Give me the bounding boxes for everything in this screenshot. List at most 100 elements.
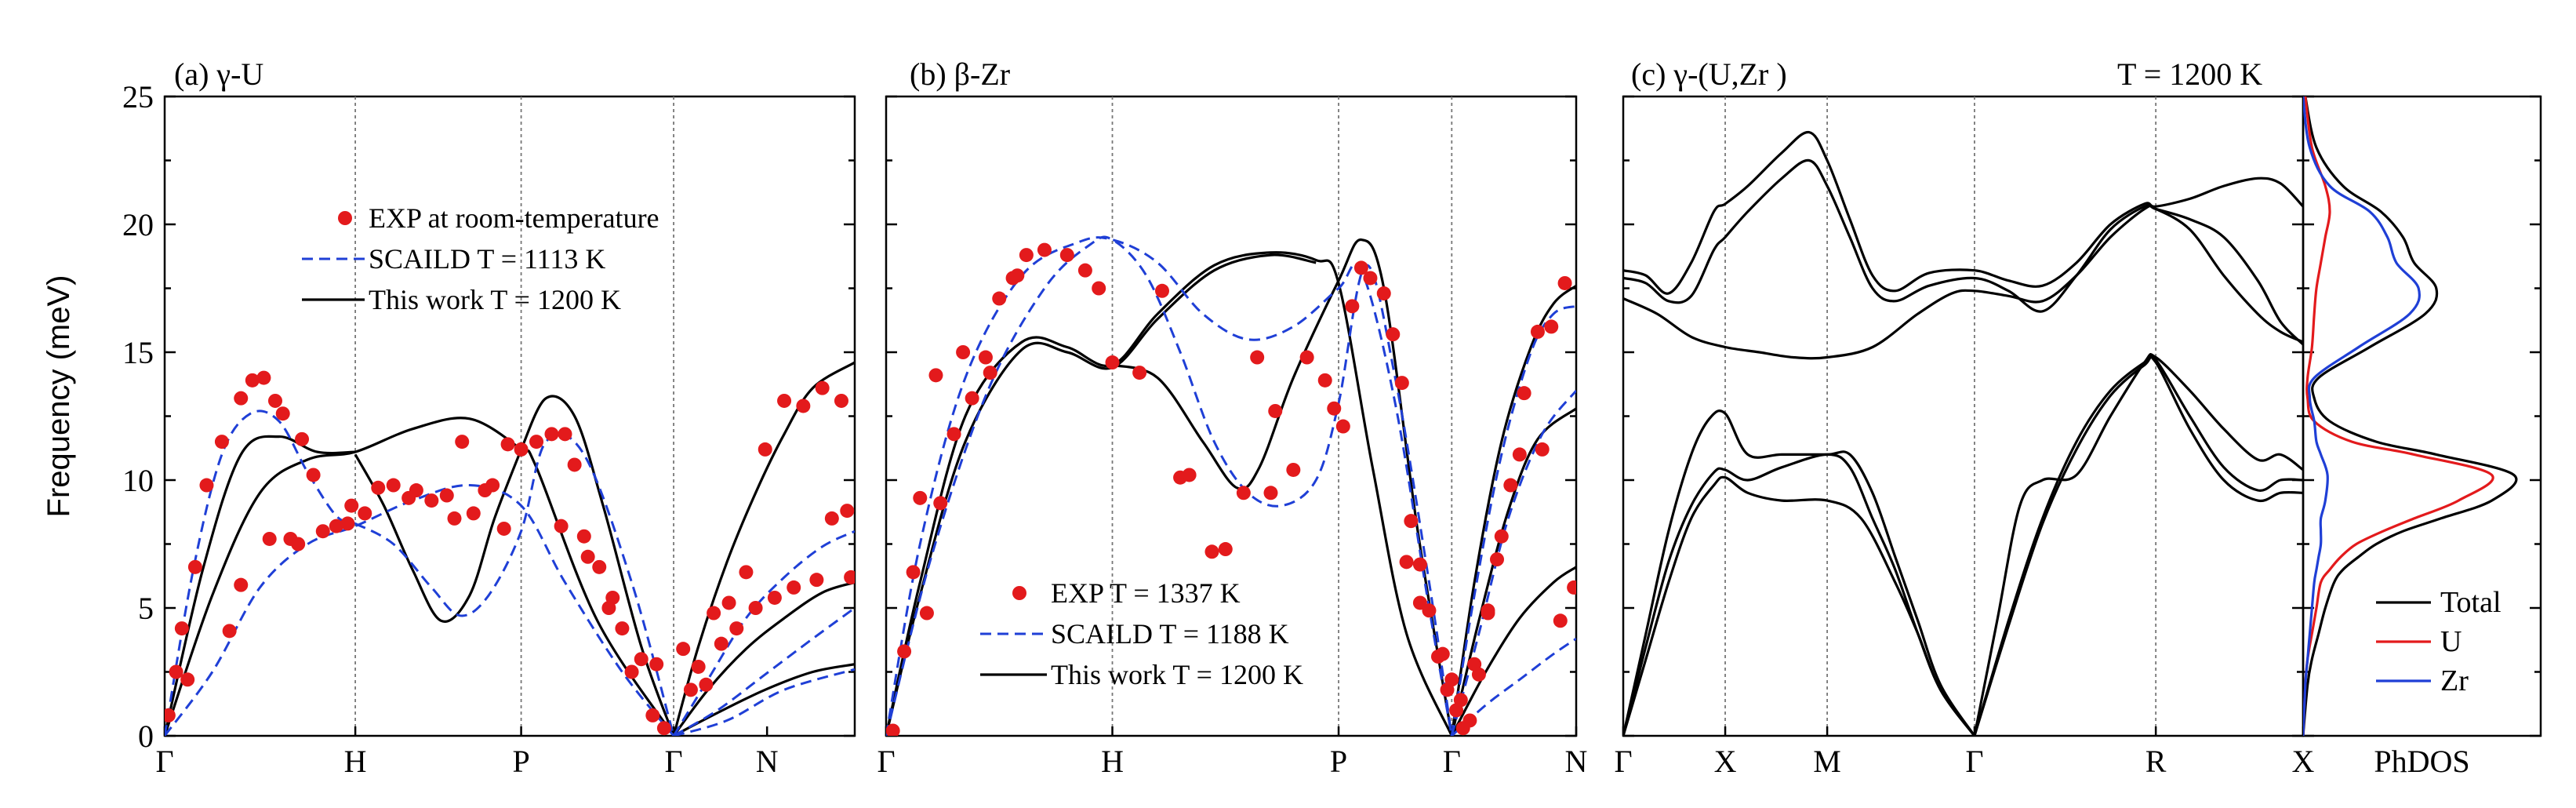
exp-point-b bbox=[1299, 350, 1314, 365]
series-group-b bbox=[886, 235, 1576, 736]
exp-point-a bbox=[576, 529, 591, 544]
exp-point-a bbox=[275, 406, 290, 421]
exp-point-b bbox=[1462, 713, 1477, 728]
exp-point-b bbox=[1353, 260, 1368, 275]
exp-point-a bbox=[729, 621, 744, 636]
exp-point-a bbox=[815, 380, 830, 395]
exp-point-a bbox=[767, 590, 782, 605]
x-tick-label-b: P bbox=[1330, 744, 1347, 779]
exp-point-b bbox=[1105, 355, 1120, 370]
exp-point-b bbox=[1386, 327, 1401, 342]
exp-point-b bbox=[965, 391, 979, 406]
exp-point-b bbox=[1218, 542, 1233, 557]
dos-line-zr bbox=[2303, 96, 2421, 736]
exp-point-b bbox=[1394, 376, 1409, 391]
exp-point-a bbox=[256, 370, 271, 385]
exp-point-a bbox=[439, 488, 454, 503]
exp-point-a bbox=[478, 483, 492, 498]
exp-point-a bbox=[514, 442, 529, 457]
scaild-line-a-8 bbox=[165, 483, 675, 736]
y-tick-label: 15 bbox=[122, 335, 154, 370]
exp-point-b bbox=[1268, 403, 1283, 418]
exp-point-a bbox=[748, 601, 763, 615]
exp-point-a bbox=[544, 427, 559, 442]
exp-point-a bbox=[649, 657, 664, 672]
x-tick-label-a: Γ bbox=[155, 744, 173, 779]
exp-point-b bbox=[1444, 672, 1459, 687]
x-axis-label-phdos: PhDOS bbox=[2374, 744, 2469, 779]
exp-point-a bbox=[714, 636, 728, 651]
exp-point-b bbox=[933, 496, 948, 511]
exp-point-a bbox=[554, 519, 569, 533]
scaild-line-b-8 bbox=[1450, 304, 1576, 736]
scaild-line-b-7 bbox=[886, 235, 1453, 736]
exp-point-a bbox=[214, 435, 229, 449]
calc-line-c-3 bbox=[1623, 409, 1976, 736]
exp-point-a bbox=[615, 621, 630, 636]
exp-point-a bbox=[592, 559, 607, 574]
calc-line-b-0 bbox=[886, 251, 1453, 736]
exp-point-b bbox=[1399, 555, 1414, 570]
legend-marker-exp-b bbox=[1012, 586, 1026, 600]
y-tick-label: 25 bbox=[122, 79, 154, 115]
scaild-line-b-9 bbox=[1450, 389, 1576, 736]
exp-point-b bbox=[1517, 386, 1531, 401]
exp-point-a bbox=[267, 393, 282, 408]
x-tick-label-a: Γ bbox=[664, 744, 682, 779]
exp-point-b bbox=[1155, 283, 1169, 298]
y-tick-label: 10 bbox=[122, 463, 154, 498]
exp-point-b bbox=[913, 490, 928, 505]
exp-point-a bbox=[174, 621, 189, 636]
exp-point-a bbox=[358, 506, 372, 521]
legend-label-b: This work T = 1200 K bbox=[1051, 659, 1303, 690]
exp-point-a bbox=[624, 664, 639, 679]
exp-point-b bbox=[946, 427, 961, 442]
x-tick-label-b: N bbox=[1565, 744, 1588, 779]
exp-point-a bbox=[777, 393, 792, 408]
exp-point-a bbox=[169, 664, 183, 679]
exp-point-b bbox=[1250, 350, 1265, 365]
exp-point-b bbox=[1059, 248, 1074, 263]
scaild-line-b-10 bbox=[1451, 637, 1576, 736]
exp-point-b bbox=[919, 606, 934, 621]
x-tick-label-c: Γ bbox=[1965, 744, 1983, 779]
y-axis-label: Frequency (meV) bbox=[42, 275, 76, 518]
exp-point-a bbox=[234, 577, 249, 592]
x-tick-label-b: H bbox=[1101, 744, 1124, 779]
exp-point-b bbox=[983, 366, 997, 380]
exp-point-a bbox=[447, 511, 462, 526]
calc-line-b-5 bbox=[1450, 566, 1576, 736]
exp-point-b bbox=[1412, 557, 1427, 572]
calc-line-c-6 bbox=[1973, 353, 2303, 736]
exp-point-a bbox=[329, 519, 343, 533]
scaild-line-a-9 bbox=[354, 432, 675, 736]
x-tick-label-a: N bbox=[756, 744, 779, 779]
exp-point-a bbox=[245, 373, 260, 388]
exp-point-a bbox=[424, 493, 439, 508]
calc-line-c-2 bbox=[1623, 204, 2303, 360]
exp-point-a bbox=[707, 606, 721, 621]
exp-point-b bbox=[1553, 613, 1568, 628]
exp-point-a bbox=[496, 521, 511, 536]
exp-point-b bbox=[886, 723, 900, 736]
calc-line-b-2 bbox=[1112, 238, 1453, 736]
exp-point-b bbox=[1490, 552, 1505, 567]
calc-line-c-4 bbox=[1623, 453, 1976, 736]
calc-line-c-1 bbox=[1623, 158, 2303, 346]
exp-point-b bbox=[1363, 271, 1378, 286]
exp-point-a bbox=[796, 399, 811, 413]
exp-point-a bbox=[844, 570, 855, 584]
exp-point-b bbox=[1236, 486, 1251, 500]
exp-point-b bbox=[1327, 401, 1342, 416]
exp-point-b bbox=[1453, 693, 1468, 708]
exp-point-b bbox=[1263, 486, 1278, 500]
exp-point-b bbox=[1535, 442, 1550, 457]
exp-point-a bbox=[676, 642, 691, 657]
dos-line-total bbox=[2303, 96, 2518, 736]
exp-point-a bbox=[371, 480, 386, 495]
exp-point-b bbox=[992, 291, 1007, 306]
exp-point-a bbox=[834, 393, 848, 408]
x-tick-label-b: Γ bbox=[1443, 744, 1461, 779]
